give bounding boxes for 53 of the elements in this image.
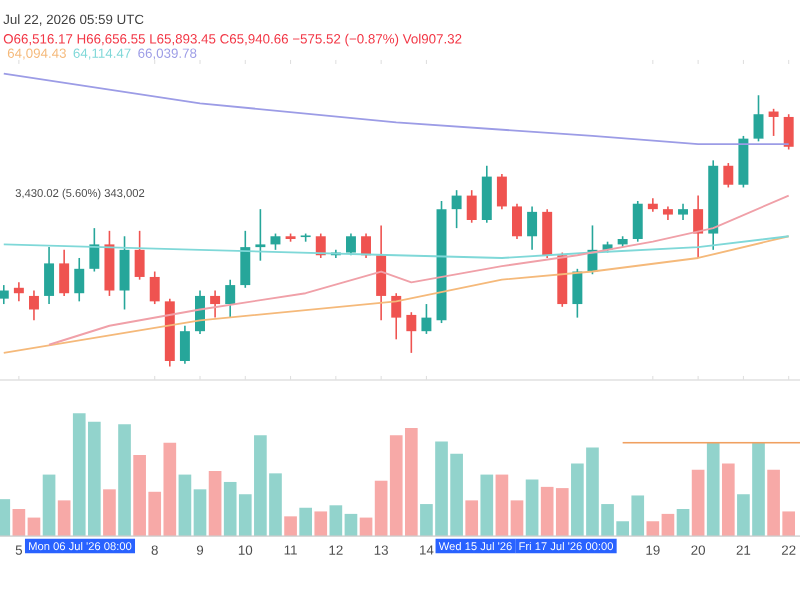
candlestick bbox=[572, 268, 583, 319]
bar bbox=[706, 442, 720, 536]
bar bbox=[721, 463, 735, 536]
candlestick bbox=[119, 235, 130, 311]
bar bbox=[118, 424, 131, 536]
candlestick bbox=[74, 257, 85, 303]
candlestick bbox=[149, 270, 160, 305]
candlestick bbox=[89, 227, 100, 273]
candlestick bbox=[693, 194, 704, 259]
candlestick bbox=[451, 189, 462, 229]
bar bbox=[0, 499, 11, 536]
candlestick bbox=[768, 108, 779, 137]
candlestick bbox=[466, 189, 477, 224]
candlestick bbox=[738, 135, 749, 189]
bar bbox=[284, 516, 297, 536]
bar bbox=[676, 508, 690, 536]
candlestick bbox=[210, 289, 221, 319]
candlestick bbox=[391, 292, 402, 341]
candlestick bbox=[13, 281, 24, 303]
bar bbox=[103, 489, 116, 536]
candlestick bbox=[376, 224, 387, 322]
bar bbox=[299, 507, 313, 536]
bar bbox=[525, 479, 539, 536]
candlestick bbox=[134, 230, 145, 281]
candlestick bbox=[361, 232, 372, 259]
candlestick bbox=[783, 113, 794, 151]
candlestick bbox=[527, 205, 538, 251]
candlestick bbox=[496, 173, 507, 210]
bar bbox=[465, 500, 479, 536]
candlestick bbox=[512, 202, 522, 240]
candlestick bbox=[406, 311, 417, 354]
candlestick bbox=[240, 230, 251, 289]
candlestick bbox=[632, 200, 643, 243]
candlestick bbox=[753, 94, 764, 143]
candlestick bbox=[104, 230, 115, 297]
bar bbox=[208, 470, 222, 536]
candlestick bbox=[723, 162, 734, 189]
bar bbox=[691, 469, 705, 536]
bar bbox=[480, 474, 494, 536]
candlestick bbox=[255, 208, 266, 262]
candlestick bbox=[315, 232, 326, 259]
candlestick bbox=[542, 208, 553, 259]
candlestick bbox=[481, 164, 492, 224]
candlestick bbox=[59, 249, 70, 297]
candlestick bbox=[179, 324, 190, 365]
candlestick bbox=[28, 289, 39, 322]
candlestick bbox=[0, 284, 9, 305]
candlestick bbox=[44, 246, 55, 305]
bar bbox=[314, 511, 328, 536]
candlestick bbox=[421, 303, 432, 335]
bar bbox=[57, 500, 71, 536]
bar bbox=[42, 474, 56, 536]
candlestick bbox=[225, 278, 236, 319]
